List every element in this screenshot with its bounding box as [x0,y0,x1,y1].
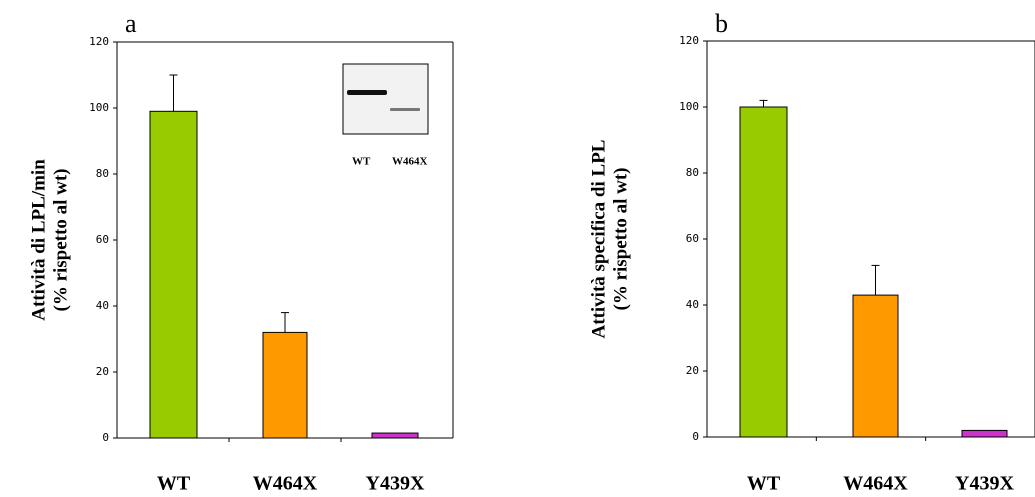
y-tick-label: 120 [679,34,699,47]
y-tick-label: 60 [96,233,109,246]
panel-label: a [125,9,137,38]
x-tick-label: W464X [253,473,318,495]
bar [263,332,307,438]
y-tick-label: 100 [89,101,109,114]
y-tick-label: 60 [686,232,699,245]
y-tick-label: 40 [96,299,109,312]
y-axis-title: (% rispetto al wt) [50,169,71,312]
x-tick-label: WT [747,473,781,495]
figure: 0 20 40 60 80 100 120 WT W464X Y439X Attività di L… [0,0,1035,497]
x-tick-label: Y439X [955,473,1014,495]
bar [372,433,418,438]
y-tick-label: 80 [686,166,699,179]
y-tick-label: 0 [102,431,109,444]
y-tick-label: 20 [686,364,699,377]
x-tick-label: WT [157,473,191,495]
y-tick-label: 40 [686,298,699,311]
y-axis-title: (% rispetto al wt) [610,168,631,311]
bar [962,430,1007,437]
x-tick-label: Y439X [366,473,425,495]
inset-label: WT [352,156,371,168]
bar [740,107,787,437]
bar [150,111,197,438]
gel-inset [343,64,428,134]
y-axis-title: Attività specifica di LPL [588,140,609,339]
y-axis-title: Attività di LPL/min [28,159,49,321]
bar [853,295,898,437]
y-tick-label: 80 [96,167,109,180]
inset-label: W464X [392,156,428,168]
y-tick-label: 20 [96,365,109,378]
y-tick-label: 0 [692,430,699,443]
y-tick-label: 120 [89,35,109,48]
x-tick-label: W464X [843,473,908,495]
panel-label: b [715,9,728,38]
y-tick-label: 100 [679,100,699,113]
